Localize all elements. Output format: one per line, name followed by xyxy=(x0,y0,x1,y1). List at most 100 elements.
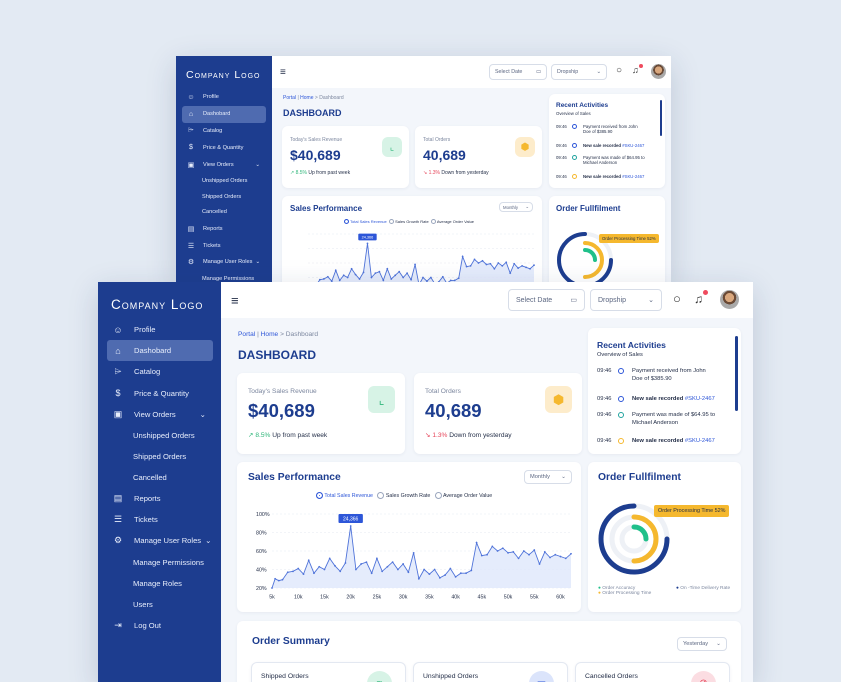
activity-link[interactable]: #SKU-2467 xyxy=(684,396,715,402)
sidebar-item-view-orders[interactable]: ▣ View Orders ⌄ xyxy=(107,404,213,425)
activity-link[interactable]: #SKU-2467 xyxy=(622,143,645,148)
home-icon: ⌂ xyxy=(115,345,121,356)
breadcrumb-portal[interactable]: Portal xyxy=(283,95,297,101)
channel-select[interactable]: Dropship ⌄ xyxy=(551,64,607,80)
activity-link[interactable]: #SKU-2467 xyxy=(684,438,715,444)
sidebar-subitem-unshipped[interactable]: Unshipped Orders xyxy=(202,177,248,184)
data-point xyxy=(417,577,420,580)
sidebar: Company Logo ☺ Profile ⌂ Dashobard ⌲ Catalo… xyxy=(176,56,272,282)
channel-select[interactable]: Dropship ⌄ xyxy=(590,289,662,311)
sidebar-item-roles[interactable]: ⚙ Manage User Roles ⌄ xyxy=(107,530,213,551)
legend-radio[interactable] xyxy=(430,219,436,225)
sidebar-item-price[interactable]: $ Price & Quantity xyxy=(107,383,213,404)
orders-icon: ▣ xyxy=(113,408,123,419)
fulfilment-donut xyxy=(557,232,613,282)
search-icon[interactable]: ○ xyxy=(616,65,623,76)
sidebar-item-dashboard[interactable]: ⌂ Dashobard xyxy=(182,105,266,123)
sidebar-item-tickets[interactable]: ☰ Tickets xyxy=(182,237,266,254)
summary-period-select[interactable]: Yesterday ⌄ xyxy=(677,637,727,651)
sidebar-subitem-shipped[interactable]: Shipped Orders xyxy=(133,451,187,461)
legend-radio[interactable] xyxy=(316,492,323,499)
data-point xyxy=(414,263,416,266)
sidebar-subitem-cancelled[interactable]: Cancelled xyxy=(133,472,167,482)
sidebar-subitem-permissions[interactable]: Manage Permissions xyxy=(202,275,255,282)
data-point xyxy=(486,553,488,556)
sidebar-item-label: Catalog xyxy=(134,367,161,377)
trend-up-icon: ↗ xyxy=(290,170,295,176)
sidebar-subitem-cancelled[interactable]: Cancelled xyxy=(202,209,227,216)
sidebar-item-roles[interactable]: ⚙ Manage User Roles ⌄ xyxy=(182,254,266,271)
data-point xyxy=(507,551,509,554)
sidebar-item-profile[interactable]: ☺ Profile xyxy=(182,89,266,106)
data-point xyxy=(398,270,401,273)
data-point xyxy=(564,557,567,560)
peak-label-box xyxy=(338,514,363,524)
sidebar-subitem-users[interactable]: Users xyxy=(133,599,153,609)
activity-link[interactable]: #SKU-2467 xyxy=(622,174,645,179)
data-point xyxy=(302,573,305,576)
chevron-down-icon: ⌄ xyxy=(596,69,601,75)
activities-scrollbar[interactable] xyxy=(735,336,738,411)
logout-icon: ⇥ xyxy=(114,619,122,630)
tag-icon: ⌲ xyxy=(114,366,122,377)
breadcrumb-home[interactable]: Home xyxy=(300,95,314,101)
period-select[interactable]: Monthly ⌄ xyxy=(524,470,572,484)
unshipped-orders-card: Unshipped Orders ▭ xyxy=(413,662,568,682)
sidebar-item-reports[interactable]: ▤ Reports xyxy=(107,488,213,509)
search-icon[interactable]: ○ xyxy=(673,291,681,306)
sidebar-item-catalog[interactable]: ⌲ Catalog xyxy=(182,123,266,140)
data-point xyxy=(469,265,472,267)
bell-icon[interactable]: ♫ xyxy=(694,292,703,306)
sidebar-subitem-unshipped[interactable]: Unshipped Orders xyxy=(133,430,195,440)
avatar[interactable] xyxy=(651,64,666,79)
sidebar-item-label: Reports xyxy=(134,494,161,504)
gear-icon: ⚙ xyxy=(187,259,195,267)
breadcrumb-home[interactable]: Home xyxy=(260,331,279,338)
bell-icon[interactable]: ♫ xyxy=(632,65,639,75)
ticket-icon: ☰ xyxy=(113,514,123,525)
revenue-card: Today's Sales Revenue $40,689 ↗ 8.5% Up … xyxy=(237,373,405,454)
sidebar-item-catalog[interactable]: ⌲ Catalog xyxy=(107,361,213,382)
sidebar-item-price[interactable]: $ Price & Quantity xyxy=(182,139,266,156)
data-point xyxy=(426,280,428,282)
legend-radio[interactable] xyxy=(388,219,394,225)
legend-radio[interactable] xyxy=(377,492,385,499)
legend-radio[interactable] xyxy=(434,492,442,499)
sidebar-item-tickets[interactable]: ☰ Tickets xyxy=(107,509,213,530)
sidebar-item-dashboard[interactable]: ⌂ Dashobard xyxy=(107,340,213,362)
sidebar-item-label: Manage User Roles xyxy=(203,259,253,266)
main-content: Portal | Home > Dashboard DASHBOARD Toda… xyxy=(221,318,753,682)
sidebar-item-logout[interactable]: ⇥ Log Out xyxy=(107,615,213,636)
revenue-label: Today's Sales Revenue xyxy=(290,137,343,143)
data-point xyxy=(533,264,535,267)
avatar[interactable] xyxy=(720,290,739,309)
activities-title: Recent Activities xyxy=(597,340,666,350)
sidebar-item-label: Manage User Roles xyxy=(134,536,202,546)
data-point xyxy=(449,567,452,570)
sidebar: Company Logo ☺ Profile ⌂ Dashobard ⌲ Catalo… xyxy=(98,282,221,682)
activities-scrollbar[interactable] xyxy=(660,100,662,136)
breadcrumb-portal[interactable]: Portal xyxy=(238,331,256,338)
sidebar-item-view-orders[interactable]: ▣ View Orders ⌄ xyxy=(182,156,266,173)
sidebar-subitem-roles[interactable]: Manage Roles xyxy=(133,578,182,588)
menu-icon[interactable]: ≡ xyxy=(280,66,286,78)
data-point xyxy=(485,263,488,266)
activity-dot xyxy=(618,412,624,418)
activities-subtitle: Overview of Sales xyxy=(556,111,591,116)
date-picker[interactable]: Select Date ▭ xyxy=(489,64,547,80)
sidebar-item-reports[interactable]: ▤ Reports xyxy=(182,220,266,237)
breadcrumb: Portal | Home > Dashboard xyxy=(283,95,344,101)
data-point xyxy=(297,567,300,570)
company-logo: Company Logo xyxy=(186,69,261,81)
menu-icon[interactable]: ≡ xyxy=(231,292,239,308)
chevron-down-icon: ⌄ xyxy=(205,536,212,546)
sidebar-subitem-permissions[interactable]: Manage Permissions xyxy=(133,557,204,567)
period-select[interactable]: Monthly ⌄ xyxy=(499,202,533,212)
legend-radio[interactable] xyxy=(344,219,349,225)
sidebar-subitem-shipped[interactable]: Shipped Orders xyxy=(202,193,242,200)
sales-performance-title: Sales Performance xyxy=(290,204,363,213)
data-point xyxy=(477,262,480,264)
revenue-label: Today's Sales Revenue xyxy=(248,388,317,395)
date-picker[interactable]: Select Date ▭ xyxy=(508,289,585,311)
sidebar-item-profile[interactable]: ☺ Profile xyxy=(107,319,213,340)
